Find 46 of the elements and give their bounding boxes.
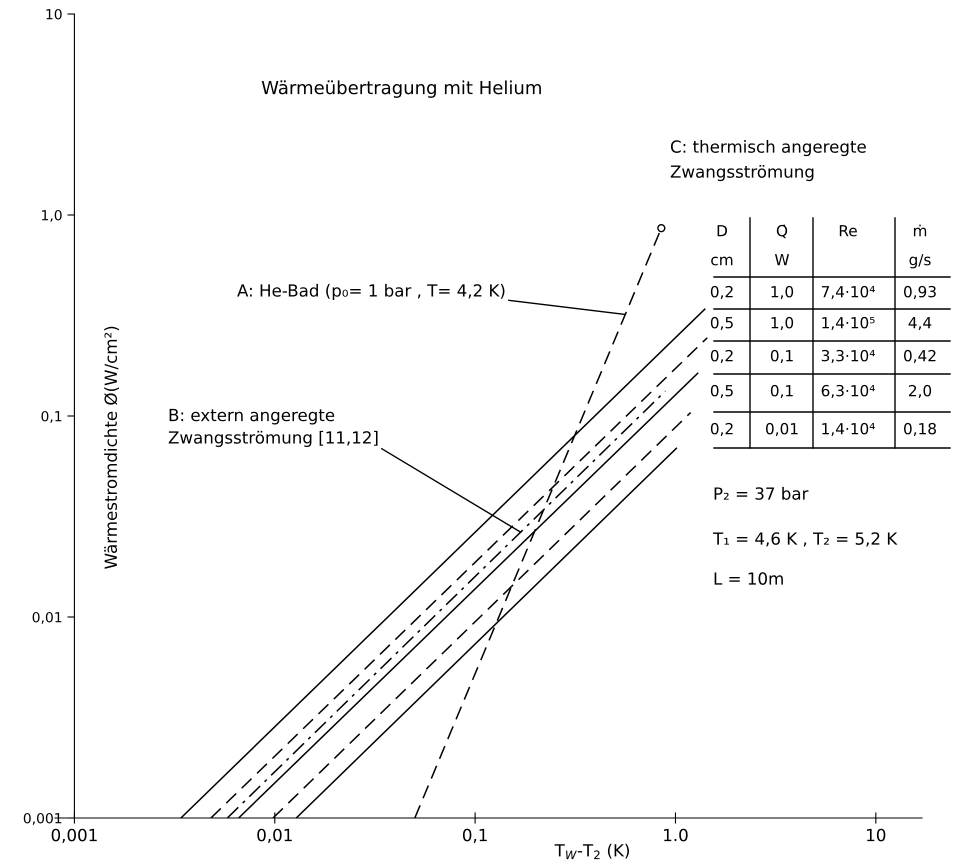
annotation: Re <box>840 225 857 236</box>
annotation: B: extern angeregte Zwangsströmung [11,12] <box>168 408 378 447</box>
annotation: ṁ <box>914 224 926 236</box>
annotation: 1,4·10⁴ <box>822 422 875 436</box>
annotation: 7,4·10⁴ <box>822 286 875 299</box>
y-tick-label: 0,1 <box>41 410 62 423</box>
annotation: W <box>774 254 790 266</box>
annotation: A: He-Bad (p₀= 1 bar , T= 4,2 K) <box>237 284 504 300</box>
y-tick-label: 1,0 <box>42 210 62 222</box>
x-axis-title: T$_{W}$-T$_{2}$ (K) <box>554 844 629 860</box>
annotation: 0,93 <box>904 286 936 299</box>
annotation: 1,4·10⁵ <box>822 316 875 330</box>
x-tick-label: 1.0 <box>664 828 688 842</box>
annotation: Q̇ <box>776 224 788 238</box>
annotation: 0,1 <box>770 350 793 363</box>
x-tick-label: 0,001 <box>52 828 97 844</box>
annotation: 0,5 <box>710 316 733 330</box>
annotation: D <box>718 225 727 236</box>
annotation: 0,18 <box>904 422 936 436</box>
y-tick-label: 10 <box>46 8 62 20</box>
text: Wärmeübertragung mit Helium <box>262 80 541 98</box>
y-tick-label: 0,01 <box>32 612 62 624</box>
y-axis-title: Wärmestromdichte Ø(W/cm²) <box>104 326 120 569</box>
annotation: 6,3·10⁴ <box>822 384 875 398</box>
annotation: C: thermisch angeregte Zwangsströmung <box>670 140 866 182</box>
x-tick-label: 10 <box>867 828 886 842</box>
annotation: 0,2 <box>710 350 733 363</box>
annotation: 2,0 <box>908 384 932 398</box>
annotation: T₁ = 4,6 K , T₂ = 5,2 K <box>712 532 898 547</box>
annotation: 0,2 <box>710 422 733 436</box>
annotation: 0,01 <box>766 422 798 436</box>
annotation: P₂ = 37 bar <box>714 486 808 500</box>
x-tick-label: 0,01 <box>257 828 292 844</box>
annotation: L = 10m <box>714 572 783 585</box>
annotation: 0,1 <box>770 384 793 398</box>
annotation: 0,42 <box>904 350 936 363</box>
x-tick-label: 0,1 <box>462 828 487 844</box>
annotation: g/s <box>909 254 931 268</box>
annotation: 0,5 <box>710 384 733 398</box>
annotation: 1,0 <box>772 286 794 299</box>
annotation: cm <box>711 256 732 266</box>
annotation: 3,3·10⁴ <box>822 350 875 363</box>
y-tick-label: 0,001 <box>24 812 62 825</box>
annotation: 0,2 <box>710 286 733 299</box>
annotation: 4,4 <box>908 317 932 330</box>
annotation: 1,0 <box>772 316 794 330</box>
